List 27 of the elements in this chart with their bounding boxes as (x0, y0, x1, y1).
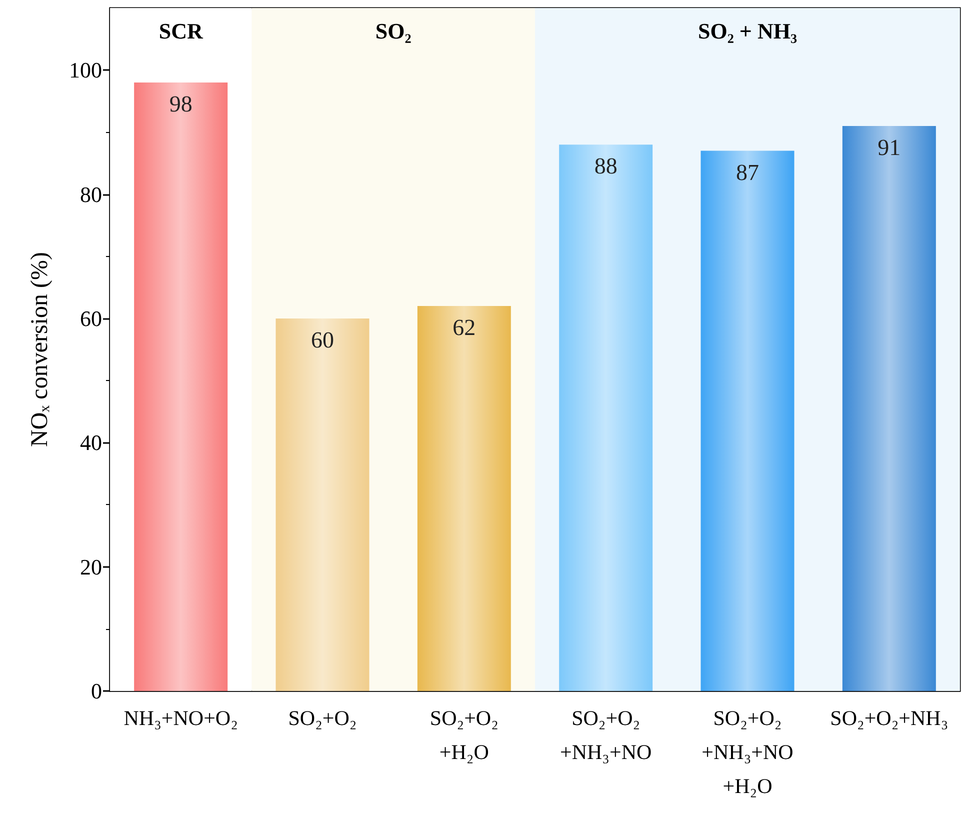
x-tick-label: SO₂+O₂+NH₃ (830, 706, 948, 730)
bar (559, 144, 653, 691)
y-tick-label: 20 (80, 554, 102, 580)
band-label: SO₂ (375, 18, 412, 44)
y-axis-title: NOₓ conversion (%) (27, 252, 53, 447)
data-label: 60 (311, 327, 334, 352)
x-tick-label: SO₂+O₂ +H₂O (430, 706, 498, 764)
x-tick-label: SO₂+O₂ (288, 706, 357, 730)
y-tick-label: 40 (80, 430, 102, 456)
x-tick-label: NH₃+NO+O₂ (124, 706, 238, 730)
x-tick-label: SO₂+O₂ +NH₃+NO +H₂O (702, 706, 794, 798)
x-tick-label: SO₂+O₂ +NH₃+NO (560, 706, 652, 764)
bar (842, 126, 936, 691)
y-tick-label: 80 (80, 182, 102, 207)
band-label: SO₂ + NH₃ (698, 18, 798, 44)
data-label: 91 (878, 134, 901, 160)
bar (417, 306, 511, 691)
data-label: 98 (169, 92, 192, 117)
y-tick-label: 100 (69, 58, 102, 83)
bar (700, 150, 794, 691)
y-tick-label: 0 (91, 678, 102, 704)
data-label: 87 (736, 160, 759, 185)
bar (276, 318, 370, 691)
band-label: SCR (158, 18, 204, 44)
data-label: 62 (452, 315, 476, 340)
y-tick-label: 60 (80, 306, 102, 331)
data-label: 88 (594, 154, 618, 179)
